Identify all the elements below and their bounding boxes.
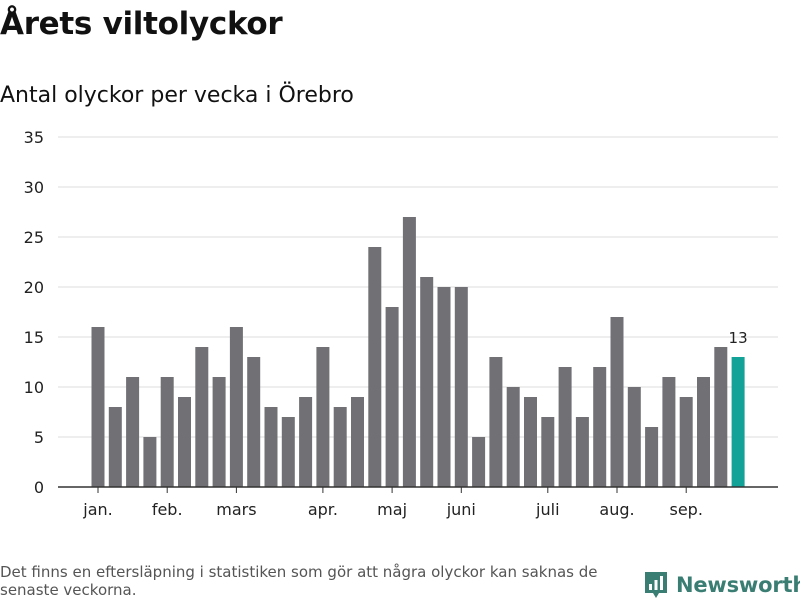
highlighted-bar [731,357,745,487]
y-tick-label: 10 [24,378,44,397]
brand-logo: Newsworthy [644,570,800,600]
brand-name: Newsworthy [676,573,800,597]
x-tick-label: sep. [669,500,702,519]
bar [420,277,434,487]
y-tick-label: 5 [34,428,44,447]
x-tick-label: jan. [82,500,112,519]
x-tick-label: juni [446,500,476,519]
bar [454,287,468,487]
bar [645,427,659,487]
bar [697,377,710,487]
bar [368,247,382,487]
bar [662,377,676,487]
y-tick-label: 15 [24,328,44,347]
bar [160,377,174,487]
bar [264,407,278,487]
x-tick-label: juli [535,500,559,519]
bar [281,417,295,487]
bar [402,217,416,487]
y-tick-label: 30 [24,178,44,197]
bar [506,387,520,487]
bar [195,347,209,487]
y-tick-label: 25 [24,228,44,247]
bar [489,357,503,487]
x-tick-label: feb. [152,500,183,519]
bar [524,397,537,487]
y-tick-label: 0 [34,478,44,497]
chart-subtitle: Antal olyckor per vecka i Örebro [0,83,354,108]
x-tick-label: apr. [308,500,338,519]
bar [610,317,624,487]
x-tick-label: maj [377,500,407,519]
data-label: 13 [729,329,748,347]
bar [178,397,191,487]
bar [679,397,693,487]
bar [558,367,572,487]
bar [333,407,347,487]
footnote: Det finns en eftersläpning i statistiken… [0,563,598,599]
y-tick-label: 35 [24,128,44,147]
bar [316,347,330,487]
bar [299,397,313,487]
x-tick-label: aug. [599,500,634,519]
bar [593,367,607,487]
bar [472,437,486,487]
newsworthy-logo-icon [645,572,667,598]
bar [143,437,157,487]
bar [247,357,261,487]
bar [385,307,399,487]
bar [575,417,589,487]
bar [126,377,140,487]
bar [229,327,243,487]
bar [541,417,555,487]
bar [91,327,105,487]
bar [212,377,226,487]
bar [437,287,451,487]
chart-title: Årets viltolyckor [0,6,283,42]
bar [351,397,364,487]
bar [714,347,728,487]
y-tick-label: 20 [24,278,44,297]
bar [108,407,122,487]
x-tick-label: mars [216,500,256,519]
bar [627,387,641,487]
